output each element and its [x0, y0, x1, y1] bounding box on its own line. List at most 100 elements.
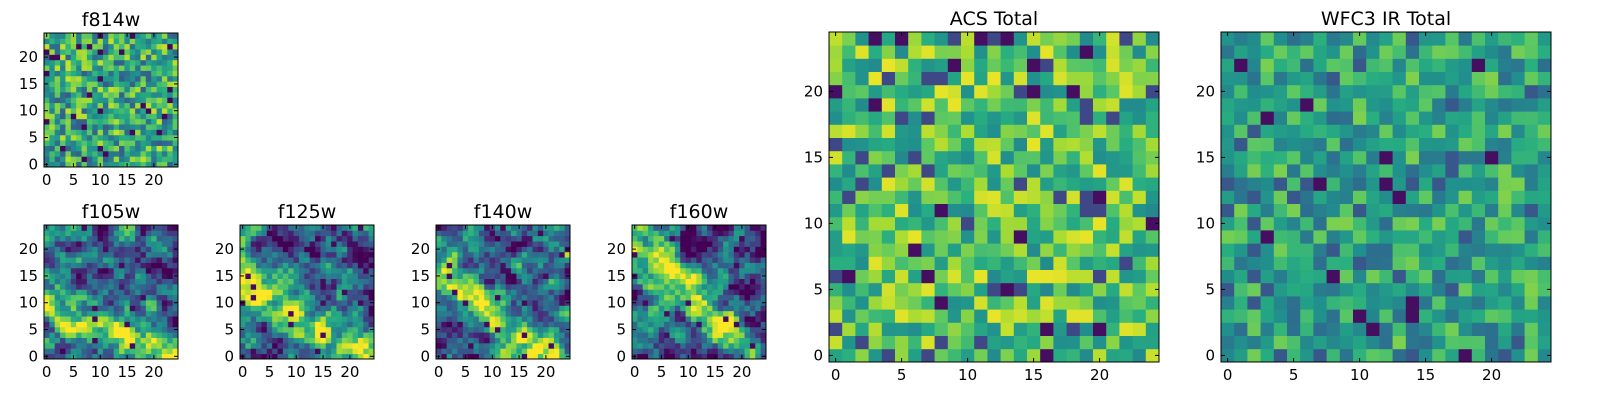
heatmap-cell — [309, 257, 316, 263]
heatmap-cell — [637, 289, 644, 296]
heatmap-cell — [441, 305, 448, 312]
heatmap-cell — [553, 300, 560, 306]
heatmap-cell — [135, 251, 141, 258]
heatmap-cell — [658, 235, 665, 242]
heatmap-cell — [288, 283, 294, 290]
heatmap-cell — [76, 65, 82, 71]
heatmap-cell — [266, 294, 273, 301]
heatmap-cell — [658, 310, 665, 317]
heatmap-cell — [1079, 230, 1094, 244]
heatmap-cell — [452, 257, 458, 263]
heatmap-cell — [632, 278, 638, 285]
heatmap-cell — [669, 294, 676, 301]
heatmap-cell — [511, 353, 517, 360]
heatmap-cell — [749, 225, 756, 231]
heatmap-cell — [1079, 335, 1094, 350]
heatmap-cell — [54, 81, 61, 87]
heatmap-cell — [511, 262, 517, 269]
heatmap-cell — [86, 294, 93, 301]
heatmap-cell — [245, 235, 252, 242]
heatmap-cell — [1300, 256, 1314, 270]
heatmap-cell — [516, 246, 523, 253]
heatmap-cell — [156, 278, 163, 285]
heatmap-cell — [1119, 71, 1133, 86]
heatmap-cell — [664, 267, 670, 274]
heatmap-cell — [1405, 164, 1420, 178]
heatmap-cell — [54, 118, 61, 125]
heatmap-cell — [701, 294, 708, 301]
heatmap-cell — [908, 45, 922, 59]
heatmap-cell — [124, 235, 131, 242]
heatmap-cell — [1405, 58, 1420, 72]
heatmap-cell — [961, 58, 975, 72]
heatmap-cell — [895, 177, 909, 191]
heatmap-cell — [701, 316, 708, 322]
heatmap-cell — [648, 267, 654, 274]
y-tick-label: 20 — [19, 48, 38, 66]
heatmap-cell — [548, 289, 555, 296]
heatmap-cell — [1366, 84, 1380, 99]
heatmap-cell — [1000, 32, 1015, 46]
heatmap-cell — [60, 97, 66, 104]
heatmap-cell — [54, 337, 61, 344]
heatmap-cell — [537, 305, 544, 312]
heatmap-cell — [1392, 111, 1407, 125]
heatmap-cell — [151, 140, 157, 146]
heatmap-cell — [446, 251, 453, 258]
heatmap-cell — [347, 230, 353, 237]
heatmap-cell — [288, 235, 294, 242]
heatmap-cell — [559, 326, 566, 333]
heatmap-cell — [172, 342, 179, 349]
heatmap-cell — [54, 86, 61, 93]
heatmap-cell — [167, 225, 174, 231]
heatmap-cell — [669, 289, 676, 296]
heatmap-cell — [347, 300, 353, 306]
heatmap-cell — [156, 251, 163, 258]
heatmap-cell — [1366, 150, 1380, 165]
heatmap-cell — [336, 267, 343, 274]
heatmap-cell — [54, 332, 61, 338]
heatmap-cell — [1379, 269, 1393, 284]
heatmap-cell — [452, 332, 458, 338]
heatmap-cell — [511, 267, 517, 274]
heatmap-cell — [760, 294, 767, 301]
heatmap-cell — [664, 337, 670, 344]
heatmap-cell — [288, 230, 294, 237]
heatmap-cell — [140, 321, 147, 328]
heatmap-cell — [648, 246, 654, 253]
heatmap-cell — [65, 283, 72, 290]
heatmap-cell — [108, 283, 115, 290]
heatmap-cell — [723, 230, 729, 237]
heatmap-cell — [516, 289, 523, 296]
heatmap-cell — [172, 316, 179, 322]
heatmap-cell — [119, 251, 125, 258]
heatmap-cell — [277, 316, 284, 322]
heatmap-cell — [145, 108, 152, 114]
heatmap-cell — [648, 230, 654, 237]
heatmap-cell — [1405, 150, 1420, 165]
heatmap-cell — [921, 309, 935, 323]
heatmap-cell — [701, 289, 708, 296]
heatmap-cell — [325, 305, 332, 312]
heatmap-cell — [357, 294, 364, 301]
heatmap-cell — [494, 300, 501, 306]
heatmap-cell — [1132, 150, 1147, 165]
heatmap-cell — [1432, 71, 1446, 86]
heatmap-cell — [172, 70, 179, 77]
heatmap-cell — [161, 102, 168, 109]
heatmap-cell — [548, 316, 555, 322]
heatmap-cell — [1093, 335, 1107, 350]
heatmap-cell — [1273, 71, 1288, 86]
heatmap-cell — [1066, 309, 1081, 323]
heatmap-cell — [478, 267, 485, 274]
heatmap-cell — [1353, 269, 1367, 284]
heatmap-cell — [325, 326, 332, 333]
heatmap-cell — [961, 296, 975, 310]
heatmap-cell — [733, 348, 740, 355]
heatmap-cell — [261, 251, 268, 258]
heatmap-cell — [1485, 216, 1499, 231]
heatmap-cell — [151, 342, 157, 349]
heatmap-cell — [489, 326, 496, 333]
heatmap-cell — [172, 102, 179, 109]
heatmap-cell — [76, 321, 82, 328]
